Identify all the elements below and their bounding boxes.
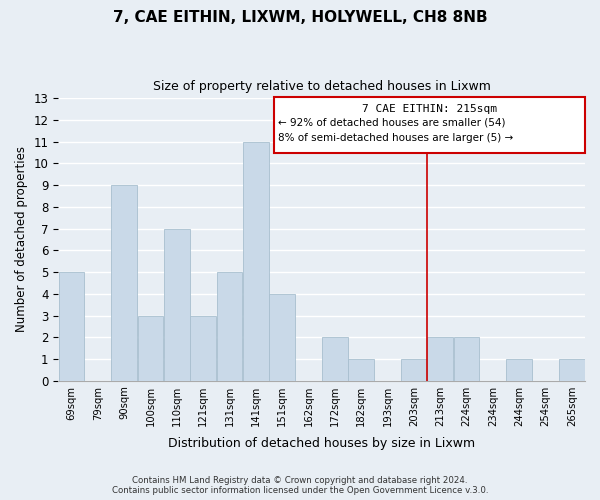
Text: 8% of semi-detached houses are larger (5) →: 8% of semi-detached houses are larger (5…	[278, 133, 514, 143]
Bar	[137, 316, 163, 380]
Bar	[401, 359, 427, 380]
Text: ← 92% of detached houses are smaller (54): ← 92% of detached houses are smaller (54…	[278, 118, 506, 128]
Bar	[59, 272, 84, 380]
Text: 7, CAE EITHIN, LIXWM, HOLYWELL, CH8 8NB: 7, CAE EITHIN, LIXWM, HOLYWELL, CH8 8NB	[113, 10, 487, 25]
Bar	[322, 337, 347, 380]
Bar	[269, 294, 295, 380]
Title: Size of property relative to detached houses in Lixwm: Size of property relative to detached ho…	[153, 80, 491, 93]
Bar	[217, 272, 242, 380]
Bar	[164, 228, 190, 380]
Bar	[190, 316, 216, 380]
Y-axis label: Number of detached properties: Number of detached properties	[15, 146, 28, 332]
Bar	[559, 359, 584, 380]
Bar	[112, 185, 137, 380]
Bar	[506, 359, 532, 380]
Bar	[243, 142, 269, 380]
Text: 7 CAE EITHIN: 215sqm: 7 CAE EITHIN: 215sqm	[362, 104, 497, 114]
Bar	[454, 337, 479, 380]
X-axis label: Distribution of detached houses by size in Lixwm: Distribution of detached houses by size …	[168, 437, 475, 450]
Bar	[349, 359, 374, 380]
Text: Contains HM Land Registry data © Crown copyright and database right 2024.
Contai: Contains HM Land Registry data © Crown c…	[112, 476, 488, 495]
Bar	[427, 337, 453, 380]
FancyBboxPatch shape	[274, 97, 585, 152]
